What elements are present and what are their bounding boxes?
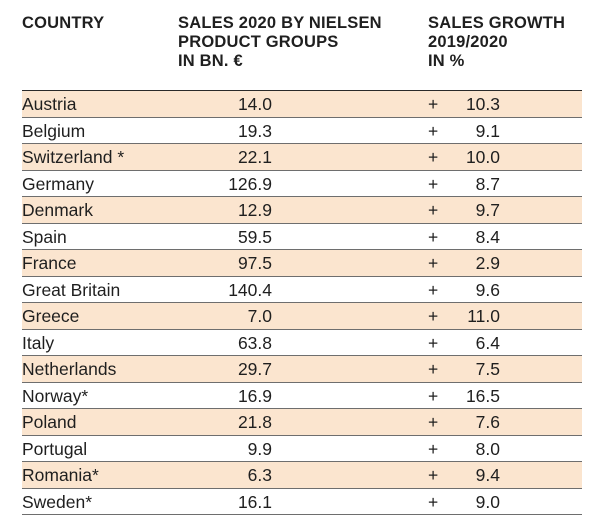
sales-cell: 22.1 [237,147,272,167]
table-header: COUNTRY SALES 2020 BY NIELSEN PRODUCT GR… [0,14,600,86]
header-sales: SALES 2020 BY NIELSEN PRODUCT GROUPS IN … [178,14,382,71]
growth-sign-cell: + [428,359,439,379]
country-cell: Great Britain [22,279,121,300]
sales-cell: 140.4 [228,279,272,300]
growth-cell: 8.4 [475,226,500,247]
sales-cell: 7.0 [247,306,272,326]
sales-cell: 16.1 [237,491,272,512]
sales-cell: 12.9 [237,200,272,220]
header-growth-line-2: 2019/2020 [428,33,508,51]
table-row: Austria 14.0 + 10.3 [22,91,582,118]
sales-cell: 6.3 [247,465,272,485]
sales-cell: 14.0 [237,94,272,114]
country-cell: Sweden* [22,491,93,512]
header-growth: SALES GROWTH 2019/2020 IN % [428,14,565,71]
table-row: Belgium 19.3 + 9.1 [22,118,582,144]
header-sales-line-1: SALES 2020 BY NIELSEN [178,14,382,32]
growth-sign-cell: + [428,306,439,326]
growth-cell: 9.0 [475,491,500,512]
sales-cell: 16.9 [237,385,272,406]
growth-sign-cell: + [428,491,439,512]
growth-cell: 8.7 [475,173,500,194]
country-cell: Germany [22,173,94,194]
growth-cell: 10.0 [465,147,500,167]
country-cell: Netherlands [22,359,117,379]
country-cell: France [22,253,77,273]
header-sales-line-3: IN BN. € [178,52,243,70]
growth-sign-cell: + [428,253,439,273]
growth-cell: 9.1 [475,120,500,141]
growth-cell: 9.6 [475,279,500,300]
growth-cell: 10.3 [465,94,500,114]
sales-cell: 63.8 [237,332,272,353]
table-row: Italy 63.8 + 6.4 [22,330,582,356]
table-row: Denmark 12.9 + 9.7 [22,197,582,224]
growth-sign-cell: + [428,226,439,247]
sales-cell: 126.9 [228,173,272,194]
growth-sign-cell: + [428,120,439,141]
country-cell: Spain [22,226,67,247]
sales-cell: 19.3 [237,120,272,141]
country-cell: Austria [22,94,77,114]
growth-cell: 7.6 [475,412,500,432]
sales-cell: 9.9 [247,438,272,459]
growth-cell: 6.4 [475,332,500,353]
growth-sign-cell: + [428,385,439,406]
country-cell: Norway* [22,385,89,406]
country-cell: Greece [22,306,80,326]
growth-sign-cell: + [428,200,439,220]
growth-cell: 11.0 [467,306,500,326]
country-cell: Denmark [22,200,93,220]
header-country: COUNTRY [22,14,104,33]
country-cell: Italy [22,332,55,353]
table-row: Norway* 16.9 + 16.5 [22,383,582,409]
header-growth-line-1: SALES GROWTH [428,14,566,32]
table-row: Romania* 6.3 + 9.4 [22,462,582,489]
table-row: France 97.5 + 2.9 [22,250,582,277]
growth-sign-cell: + [428,438,439,459]
table-row: Spain 59.5 + 8.4 [22,224,582,250]
country-cell: Portugal [22,438,88,459]
country-cell: Romania* [22,465,99,485]
country-cell: Switzerland * [22,147,125,167]
growth-cell: 16.5 [465,385,500,406]
table-row: Poland 21.8 + 7.6 [22,409,582,436]
header-country-label: COUNTRY [22,14,105,32]
growth-sign-cell: + [428,94,439,114]
country-cell: Poland [22,412,77,432]
table-row: Greece 7.0 + 11.0 [22,303,582,330]
table-row: Sweden* 16.1 + 9.0 [22,489,582,515]
growth-cell: 9.7 [475,200,500,220]
growth-sign-cell: + [428,147,439,167]
growth-cell: 7.5 [475,359,500,379]
country-cell: Belgium [22,120,86,141]
table-row: Portugal 9.9 + 8.0 [22,436,582,462]
table-row: Great Britain 140.4 + 9.6 [22,277,582,303]
sales-cell: 21.8 [237,412,272,432]
growth-sign-cell: + [428,173,439,194]
growth-sign-cell: + [428,465,439,485]
growth-cell: 8.0 [475,438,500,459]
sales-cell: 97.5 [237,253,272,273]
sales-cell: 29.7 [237,359,272,379]
table-body: Austria 14.0 + 10.3 Belgium 19.3 + 9.1 S… [22,91,582,515]
growth-sign-cell: + [428,279,439,300]
sales-cell: 59.5 [237,226,272,247]
growth-sign-cell: + [428,412,439,432]
growth-cell: 9.4 [475,465,500,485]
header-sales-line-2: PRODUCT GROUPS [178,33,339,51]
table-row: Switzerland * 22.1 + 10.0 [22,144,582,171]
header-divider [22,90,582,91]
growth-cell: 2.9 [475,253,500,273]
growth-sign-cell: + [428,332,439,353]
header-growth-line-3: IN % [428,52,465,70]
table-row: Germany 126.9 + 8.7 [22,171,582,197]
table-row: Netherlands 29.7 + 7.5 [22,356,582,383]
